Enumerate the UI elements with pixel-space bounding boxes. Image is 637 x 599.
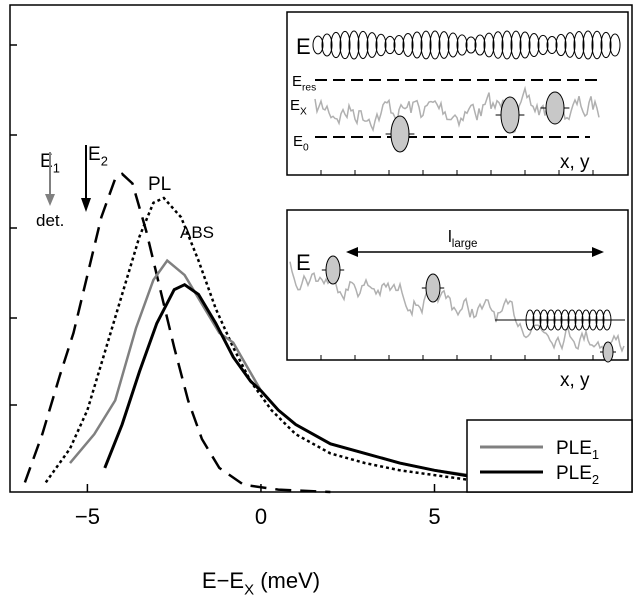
annotation: ABS — [180, 223, 214, 242]
extended-state — [429, 30, 441, 60]
inset-label-sub: res — [302, 83, 316, 94]
annotation-main: E — [88, 144, 101, 165]
inset-label-sub: 0 — [303, 143, 309, 154]
extended-state — [312, 35, 324, 55]
annotation: det. — [36, 211, 64, 230]
annotation-sub: 1 — [53, 161, 60, 176]
annotation: E2 — [88, 144, 108, 169]
x-axis-label-sub: X — [244, 582, 254, 599]
x-tick-label: 5 — [428, 504, 440, 529]
inset-label: x, y — [560, 370, 590, 391]
extended-state — [357, 30, 369, 60]
extended-state — [582, 30, 594, 60]
extended-state — [546, 35, 558, 55]
extended-state — [447, 32, 459, 58]
extended-state — [321, 33, 333, 57]
annotation-main: det. — [36, 211, 64, 230]
extended-state — [528, 32, 540, 58]
annotation-main: PL — [148, 174, 171, 195]
wave-packet — [545, 91, 565, 125]
extended-state — [492, 31, 504, 59]
inset-label: E — [296, 34, 311, 59]
inset-label-main: E — [290, 97, 300, 114]
inset-label: Eres — [292, 73, 316, 94]
inset-frame — [286, 209, 629, 361]
extended-state — [465, 36, 477, 54]
extended-state — [510, 30, 522, 60]
extended-state — [483, 32, 495, 58]
extended-state — [519, 31, 531, 59]
inset-label-sub: large — [452, 238, 478, 250]
extended-state — [366, 32, 378, 58]
series-line — [44, 196, 470, 484]
wave-packet — [390, 115, 410, 153]
extended-state — [456, 34, 468, 56]
series-line — [103, 282, 470, 478]
legend-name: PLE — [556, 438, 592, 459]
extended-state — [402, 33, 414, 57]
inset-label-main: E — [296, 250, 311, 275]
inset-label-main: x, y — [560, 370, 590, 391]
extended-state — [411, 31, 423, 59]
extended-state — [564, 32, 576, 58]
inset-label: E0 — [293, 133, 309, 154]
extended-state — [339, 30, 351, 60]
inset-label-main: l — [448, 227, 452, 246]
inset-label: E — [296, 250, 311, 275]
inset-label-sub: X — [300, 107, 307, 118]
extended-state — [609, 33, 621, 57]
x-tick-label: −5 — [75, 504, 100, 529]
extended-state — [555, 33, 567, 57]
inset-label-main: E — [292, 73, 302, 90]
inset-label: llarge — [448, 227, 477, 250]
extended-state — [393, 35, 405, 55]
legend-name: PLE — [556, 463, 592, 484]
extended-state — [375, 33, 387, 57]
legend-sub: 2 — [592, 472, 599, 487]
arrow-head — [45, 194, 55, 206]
inset-label: x, y — [560, 152, 590, 173]
extended-state — [420, 30, 432, 60]
annotation-main: ABS — [180, 223, 214, 242]
inset-label-main: x, y — [560, 152, 590, 173]
extended-state — [474, 34, 486, 56]
legend-box — [466, 419, 633, 493]
arrow-head — [81, 198, 91, 212]
plot-frame — [9, 4, 633, 493]
annotation-sub: 2 — [101, 154, 108, 169]
legend-label: PLE2 — [556, 463, 599, 487]
x-tick-label: 0 — [255, 504, 267, 529]
extended-state — [330, 31, 342, 59]
y-axis-ticks — [10, 44, 17, 406]
extended-state — [591, 30, 603, 60]
extended-state — [348, 30, 360, 60]
inset-label: EX — [290, 97, 307, 118]
extended-state — [600, 31, 612, 59]
wave-packet — [500, 96, 520, 134]
x-axis-label: E−EX (meV) — [202, 568, 320, 599]
legend-label: PLE1 — [556, 438, 599, 462]
inset-frame — [286, 11, 629, 176]
x-axis-label-main: E−E — [202, 568, 244, 593]
wave-packet — [602, 341, 614, 363]
legend-sub: 1 — [592, 447, 599, 462]
wave-packet — [325, 255, 341, 285]
wave-packet — [425, 273, 441, 303]
series-line — [23, 172, 331, 494]
annotation: PL — [148, 174, 171, 195]
extended-state — [573, 30, 585, 60]
x-axis-label-after: (meV) — [254, 568, 320, 593]
extended-state — [537, 34, 549, 56]
extended-state — [438, 31, 450, 59]
disorder-potential — [289, 261, 625, 354]
extended-state — [384, 35, 396, 55]
inset-label-main: E — [293, 133, 303, 150]
extended-state — [501, 30, 513, 60]
inset-label-main: E — [296, 34, 311, 59]
